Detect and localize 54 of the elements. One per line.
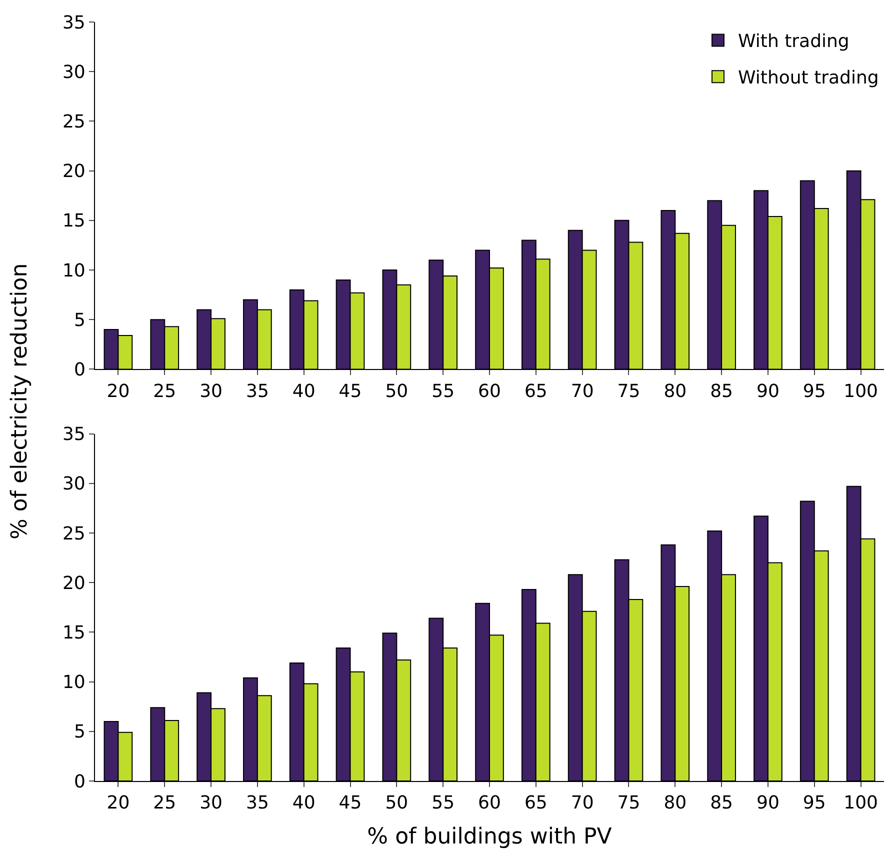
x-tick-label: 20 (106, 380, 130, 402)
y-tick-label: 20 (62, 161, 86, 182)
x-tick-label: 30 (200, 792, 222, 814)
x-tick-label: 25 (153, 792, 176, 814)
x-tick-label: 45 (338, 792, 362, 814)
x-tick-label: 50 (385, 380, 408, 402)
y-tick-label: 0 (74, 771, 86, 792)
x-tick-label: 70 (570, 792, 594, 814)
legend-label: With trading (738, 31, 850, 52)
x-tick-label: 95 (802, 380, 826, 402)
y-tick-label: 0 (74, 360, 86, 381)
y-tick-label: 5 (74, 722, 86, 743)
x-tick-label: 35 (246, 380, 269, 402)
x-tick-label: 40 (292, 380, 316, 402)
x-tick-label: 55 (432, 792, 455, 814)
y-tick-label: 30 (62, 474, 86, 495)
y-tick-label: 35 (62, 12, 86, 34)
x-axis-title: % of buildings with PV (367, 824, 612, 850)
y-tick-label: 25 (62, 523, 86, 544)
x-tick-label: 100 (844, 380, 878, 402)
x-tick-label: 85 (710, 792, 734, 814)
y-tick-label: 15 (62, 622, 86, 644)
x-tick-label: 80 (664, 380, 687, 402)
y-tick-label: 10 (62, 672, 86, 694)
y-tick-label: 10 (62, 260, 86, 282)
y-tick-label: 15 (62, 210, 86, 232)
x-tick-label: 60 (478, 792, 501, 814)
x-tick-label: 70 (570, 380, 594, 402)
x-tick-label: 35 (246, 792, 269, 814)
x-tick-label: 90 (756, 792, 780, 814)
x-tick-label: 50 (385, 792, 408, 814)
x-tick-label: 65 (524, 792, 548, 814)
x-tick-label: 95 (802, 792, 826, 814)
x-tick-label: 85 (710, 380, 734, 402)
x-tick-label: 55 (432, 380, 455, 402)
y-tick-label: 25 (62, 112, 86, 133)
y-axis-title: % of electricity reduction (8, 263, 33, 540)
y-tick-label: 35 (62, 424, 86, 446)
x-tick-label: 60 (478, 380, 501, 402)
x-tick-label: 80 (664, 792, 687, 814)
y-tick-label: 20 (62, 572, 86, 594)
x-tick-label: 25 (153, 380, 176, 402)
x-tick-label: 100 (844, 792, 878, 814)
x-tick-label: 75 (617, 380, 640, 402)
x-tick-label: 45 (338, 380, 362, 402)
x-tick-label: 20 (106, 792, 130, 814)
x-tick-label: 65 (524, 380, 548, 402)
y-tick-label: 30 (62, 62, 86, 83)
legend-label: Without trading (738, 68, 879, 89)
x-tick-label: 90 (756, 380, 780, 402)
y-tick-label: 5 (74, 310, 86, 331)
x-tick-label: 75 (617, 792, 640, 814)
x-tick-label: 40 (292, 792, 316, 814)
x-tick-label: 30 (200, 380, 222, 402)
